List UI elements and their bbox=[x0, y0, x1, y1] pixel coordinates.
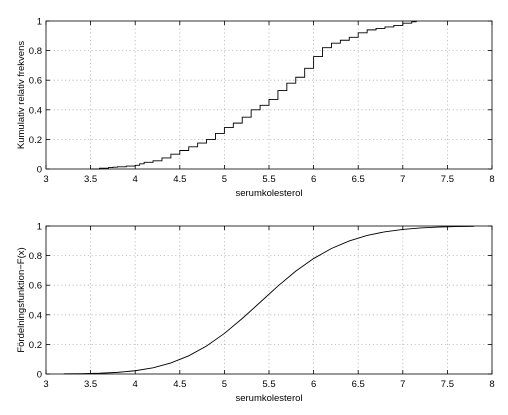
y-tick-label: 0.6 bbox=[29, 76, 42, 87]
cdf-curve bbox=[63, 225, 475, 375]
y-tick-label: 0.8 bbox=[29, 251, 42, 262]
x-tick-label: 3 bbox=[43, 174, 48, 185]
x-tick-label: 6 bbox=[311, 174, 316, 185]
bottom-chart: 3 3.5 4 4.5 5 5.5 6 6.5 7 7.5 8 0 0.2 0.4 0.6 0.8 1 serum… bbox=[16, 222, 495, 405]
x-tick-label: 5.5 bbox=[262, 174, 275, 185]
y-tick-label: 0 bbox=[37, 165, 42, 176]
y-axis-label: Kumulativ relativ frekvens bbox=[16, 41, 27, 149]
x-tick-label: 5.5 bbox=[262, 379, 275, 390]
x-tick-label: 4 bbox=[133, 174, 138, 185]
top-chart: 3 3.5 4 4.5 5 5.5 6 6.5 7 7.5 8 0 0.2 0.4 0.6 0.8 1 serum… bbox=[16, 17, 495, 200]
x-tick-label: 8 bbox=[489, 379, 494, 390]
y-tick-label: 0 bbox=[37, 370, 42, 381]
y-tick-label: 0.8 bbox=[29, 46, 42, 57]
x-tick-label: 8 bbox=[489, 174, 494, 185]
y-tick-label: 0.2 bbox=[29, 135, 42, 146]
x-tick-label: 7.5 bbox=[441, 379, 454, 390]
x-tick-label: 7.5 bbox=[441, 174, 454, 185]
x-axis-label: serumkolesterol bbox=[235, 188, 302, 199]
x-tick-label: 4.5 bbox=[173, 174, 186, 185]
x-tick-label: 7 bbox=[400, 174, 405, 185]
y-tick-label: 0.2 bbox=[29, 340, 42, 351]
x-tick-label: 7 bbox=[400, 379, 405, 390]
x-tick-label: 3.5 bbox=[84, 174, 97, 185]
x-tick-label: 5 bbox=[222, 174, 227, 185]
x-axis-label: serumkolesterol bbox=[235, 393, 302, 404]
y-tick-label: 0.4 bbox=[29, 310, 42, 321]
y-axis-label: Fördelningsfunktion−F(x) bbox=[16, 247, 27, 352]
x-tick-label: 6.5 bbox=[352, 379, 365, 390]
y-tick-label: 0.4 bbox=[29, 105, 42, 116]
y-tick-label: 1 bbox=[37, 222, 42, 233]
x-tick-label: 3 bbox=[43, 379, 48, 390]
x-tick-label: 5 bbox=[222, 379, 227, 390]
ecdf-step-line bbox=[90, 21, 417, 170]
x-tick-label: 4.5 bbox=[173, 379, 186, 390]
x-tick-label: 4 bbox=[133, 379, 138, 390]
x-tick-label: 6.5 bbox=[352, 174, 365, 185]
y-tick-label: 0.6 bbox=[29, 281, 42, 292]
x-tick-label: 3.5 bbox=[84, 379, 97, 390]
x-tick-label: 6 bbox=[311, 379, 316, 390]
y-tick-label: 1 bbox=[37, 17, 42, 28]
